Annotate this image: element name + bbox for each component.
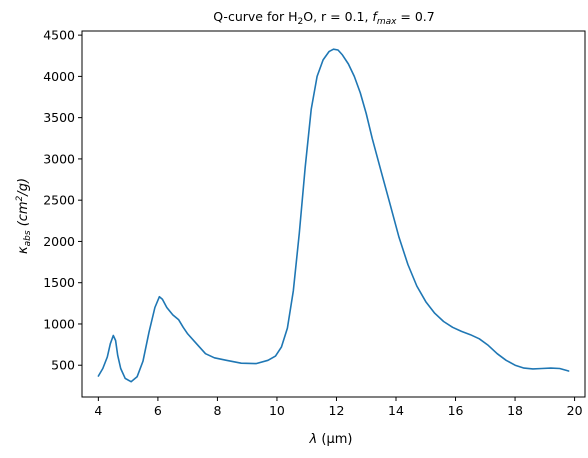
- y-tick-label: 4500: [43, 28, 75, 43]
- x-tick-label: 20: [567, 403, 583, 418]
- chart-title: Q-curve for H2O, r = 0.1, fmax = 0.7: [213, 9, 435, 27]
- y-tick-label: 2000: [43, 234, 75, 249]
- y-tick-label: 2500: [43, 193, 75, 208]
- series-line: [97, 48, 570, 383]
- x-tick-label: 4: [94, 403, 102, 418]
- title-f-subscript: max: [377, 17, 397, 27]
- y-axis-label: κabs (cm2/g): [15, 178, 33, 254]
- title-subscript: 2: [298, 17, 304, 27]
- plot-frame: [81, 30, 586, 398]
- y-tick-label: 1500: [43, 275, 75, 290]
- x-tick-label: 14: [388, 403, 404, 418]
- x-tick-label: 8: [213, 403, 221, 418]
- y-tick-label: 3500: [43, 110, 75, 125]
- x-tick-label: 6: [154, 403, 162, 418]
- x-axis-label: λ (μm): [309, 432, 353, 447]
- x-tick-label: 18: [507, 403, 523, 418]
- y-tick-label: 1000: [43, 316, 75, 331]
- x-axis-ticks: 4 6 8 10 12 14 16 18 20: [94, 397, 583, 418]
- y-tick-label: 4000: [43, 69, 75, 84]
- x-tick-label: 10: [269, 403, 285, 418]
- x-tick-label: 12: [329, 403, 345, 418]
- y-tick-label: 500: [51, 358, 75, 373]
- y-tick-label: 3000: [43, 151, 75, 166]
- y-axis-ticks: 500 1000 1500 2000 2500 3000 3500 4000 4500: [43, 28, 82, 373]
- x-tick-label: 16: [448, 403, 464, 418]
